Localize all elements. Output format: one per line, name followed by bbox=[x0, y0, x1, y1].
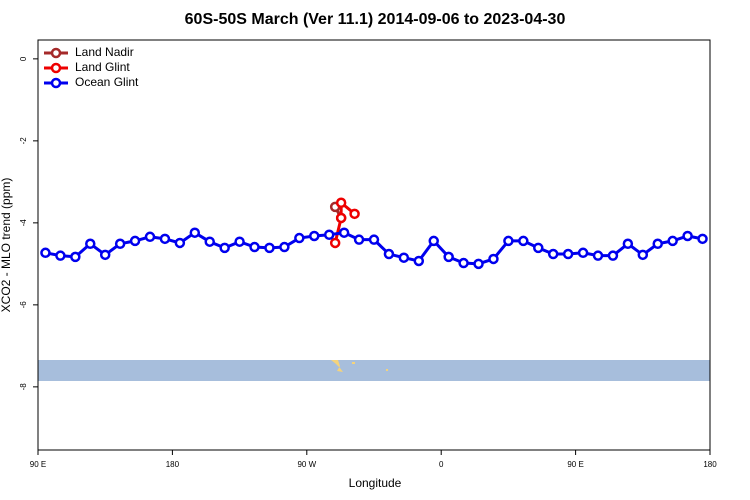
point bbox=[85, 238, 96, 250]
plot-frame bbox=[37, 39, 711, 451]
point bbox=[40, 247, 51, 259]
land bbox=[352, 362, 355, 364]
point bbox=[473, 258, 484, 270]
y-tick-label: 0 bbox=[19, 56, 28, 61]
point bbox=[249, 241, 260, 253]
point bbox=[309, 230, 320, 242]
point bbox=[562, 248, 574, 260]
legend-label: Land Glint bbox=[75, 60, 130, 74]
point bbox=[174, 237, 186, 249]
point bbox=[682, 230, 693, 242]
point bbox=[70, 251, 81, 263]
point bbox=[219, 242, 230, 254]
point bbox=[294, 232, 305, 244]
chart-title: 60S-50S March (Ver 11.1) 2014-09-06 to 2… bbox=[185, 11, 566, 28]
point bbox=[144, 231, 156, 243]
point bbox=[622, 238, 634, 250]
x-tick-label: 90 E bbox=[30, 460, 46, 469]
point bbox=[607, 250, 619, 261]
ocean-band bbox=[38, 360, 710, 381]
point bbox=[329, 237, 341, 249]
point bbox=[335, 197, 347, 209]
point bbox=[547, 248, 559, 260]
point bbox=[533, 242, 544, 254]
point bbox=[264, 242, 275, 254]
x-tick-label: 90 W bbox=[297, 460, 316, 469]
point bbox=[189, 227, 201, 238]
point bbox=[323, 229, 335, 240]
series-line bbox=[333, 199, 356, 244]
point bbox=[335, 212, 347, 224]
point bbox=[159, 233, 171, 245]
point bbox=[349, 208, 360, 220]
y-tick-label: -4 bbox=[19, 219, 28, 227]
point bbox=[503, 235, 514, 247]
point bbox=[697, 233, 708, 245]
point bbox=[413, 255, 425, 267]
point bbox=[592, 250, 604, 261]
x-axis-label: Longitude bbox=[349, 476, 402, 490]
point bbox=[99, 249, 111, 261]
legend-label: Land Nadir bbox=[75, 45, 134, 59]
x-tick-label: 90 E bbox=[567, 460, 583, 469]
point bbox=[577, 247, 589, 259]
point bbox=[353, 234, 365, 245]
point bbox=[443, 251, 454, 263]
point bbox=[667, 235, 678, 247]
point bbox=[368, 234, 380, 245]
point bbox=[204, 236, 215, 247]
y-tick-label: -8 bbox=[19, 383, 28, 391]
x-tick-label: 0 bbox=[439, 460, 444, 469]
point bbox=[637, 249, 649, 261]
y-tick-label: -2 bbox=[19, 137, 28, 145]
x-tick-label: 180 bbox=[166, 460, 180, 469]
point bbox=[338, 227, 350, 238]
point bbox=[234, 236, 245, 247]
x-tick-label: 180 bbox=[703, 460, 717, 469]
legend-marker bbox=[50, 77, 62, 89]
point bbox=[129, 235, 141, 247]
point bbox=[114, 238, 126, 250]
legend-label: Ocean Glint bbox=[75, 75, 139, 89]
map-strip bbox=[38, 360, 710, 381]
y-axis-label: XCO2 - MLO trend (ppm) bbox=[0, 178, 13, 313]
legend-marker bbox=[50, 47, 62, 59]
point bbox=[279, 241, 290, 253]
point bbox=[488, 253, 499, 265]
point bbox=[518, 235, 529, 247]
land bbox=[386, 369, 388, 371]
point bbox=[428, 235, 439, 247]
legend-marker bbox=[50, 62, 62, 74]
point bbox=[652, 238, 663, 250]
point bbox=[458, 257, 469, 269]
point bbox=[55, 250, 66, 261]
land bbox=[331, 360, 343, 372]
point bbox=[383, 248, 395, 260]
y-tick-label: -6 bbox=[19, 301, 28, 309]
point bbox=[398, 252, 410, 263]
